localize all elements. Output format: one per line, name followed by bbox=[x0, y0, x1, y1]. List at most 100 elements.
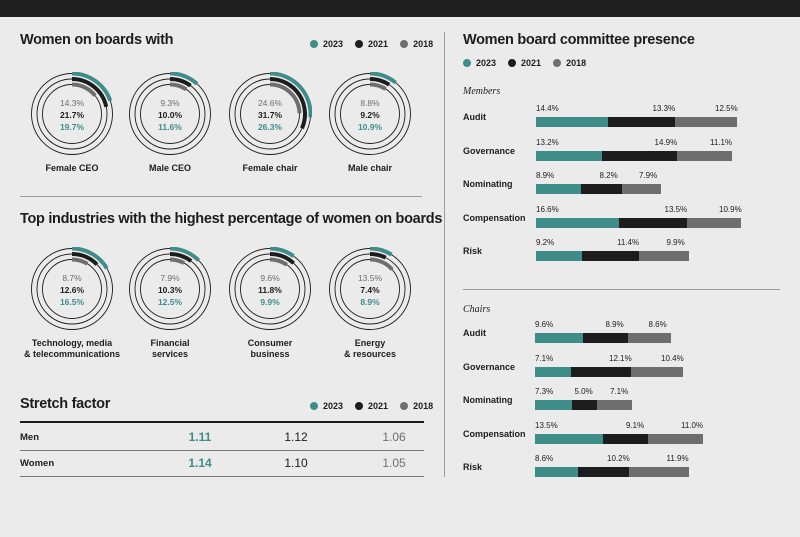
value-2021: 11.8% bbox=[258, 285, 282, 295]
chairs-value-2021: 10.2% bbox=[607, 454, 630, 463]
women-on-boards-label: Male chair bbox=[347, 163, 393, 173]
women-on-boards-donut: 8.8% 9.2% 10.9% bbox=[328, 72, 412, 156]
chairs-bar-2018 bbox=[631, 366, 683, 377]
chairs-bar-2021 bbox=[583, 333, 628, 343]
members-bar-2018 bbox=[676, 150, 732, 161]
members-bar-2023 bbox=[536, 117, 608, 127]
value-2018: 1.06 bbox=[382, 430, 406, 444]
value-2018: 8.8% bbox=[360, 98, 380, 108]
members-value-2018: 10.9% bbox=[719, 204, 742, 214]
members-row-label: Governance bbox=[463, 145, 516, 156]
chairs-value-2021: 12.1% bbox=[609, 353, 632, 363]
chairs-bar-2023 bbox=[535, 400, 572, 410]
value-2023: 16.5% bbox=[59, 297, 85, 307]
arc-2018 bbox=[71, 82, 97, 97]
chairs-value-2018: 7.1% bbox=[610, 387, 629, 396]
chairs-bar-2023 bbox=[535, 433, 603, 444]
committee-divider bbox=[463, 289, 780, 290]
industry-label: Energy & resources bbox=[343, 338, 397, 359]
legend-label-2018: 2018 bbox=[566, 58, 587, 68]
members-bar-2021 bbox=[608, 117, 675, 127]
chairs-value-2018: 10.4% bbox=[661, 353, 684, 363]
chairs-bar-2018 bbox=[648, 433, 703, 444]
stretch-factor-title: Stretch factor bbox=[20, 396, 111, 412]
industry-donut-rings bbox=[31, 247, 113, 330]
arc-2018 bbox=[369, 82, 387, 91]
value-2023: 9.9% bbox=[260, 297, 280, 307]
members-value-2023: 16.6% bbox=[536, 204, 559, 214]
arc-2023 bbox=[369, 247, 393, 257]
chairs-section-label: Chairs bbox=[463, 304, 491, 315]
members-bar-2018 bbox=[686, 217, 741, 228]
members-bar-2018 bbox=[674, 117, 737, 127]
members-value-2023: 14.4% bbox=[536, 104, 559, 113]
value-2023: 19.7% bbox=[59, 122, 85, 132]
industry-donut: 9.6% 11.8% 9.9% bbox=[228, 247, 312, 331]
value-2023: 10.9% bbox=[357, 122, 383, 132]
value-2018: 24.6% bbox=[257, 98, 283, 108]
arc-2023 bbox=[269, 72, 312, 118]
legend-dot-2023 bbox=[310, 402, 318, 410]
value-2018: 9.6% bbox=[260, 273, 280, 283]
women-on-boards-title: Women on boards with bbox=[20, 32, 174, 48]
legend-dot-2018 bbox=[400, 402, 409, 410]
members-bar-2023 bbox=[536, 217, 619, 228]
members-value-2021: 13.5% bbox=[664, 204, 688, 214]
arc-2018 bbox=[169, 82, 188, 92]
arc-2018 bbox=[269, 82, 302, 114]
column-divider bbox=[444, 32, 445, 477]
chairs-bar-2018 bbox=[629, 467, 689, 477]
members-value-2023: 13.2% bbox=[536, 137, 559, 147]
members-value-2023: 9.2% bbox=[536, 238, 555, 247]
women-on-boards-donut: 24.6% 31.7% 26.3% bbox=[228, 72, 312, 156]
value-2023: 1.11 bbox=[188, 430, 212, 444]
arc-2021 bbox=[369, 77, 391, 87]
industry-donut-rings bbox=[329, 247, 411, 330]
row-label: Men bbox=[20, 432, 39, 443]
members-row-label: Compensation bbox=[463, 212, 526, 223]
members-bar-2021 bbox=[602, 150, 677, 161]
value-2021: 31.7% bbox=[257, 110, 283, 120]
women-on-boards-donut-rings bbox=[129, 72, 211, 155]
arc-2021 bbox=[71, 77, 109, 108]
legend-label-2018: 2018 bbox=[413, 39, 434, 49]
chairs-row-label: Governance bbox=[463, 361, 516, 372]
value-2021: 21.7% bbox=[59, 110, 85, 120]
legend-dot-2023 bbox=[463, 59, 471, 67]
arc-2023 bbox=[71, 72, 113, 102]
row-label: Women bbox=[20, 458, 55, 469]
arc-2023 bbox=[369, 72, 397, 85]
members-bar-2021 bbox=[582, 251, 639, 261]
legend-label-2023: 2023 bbox=[323, 401, 344, 411]
members-value-2023: 8.9% bbox=[536, 171, 555, 180]
members-section-label: Members bbox=[463, 86, 501, 97]
industry-donut: 8.7% 12.6% 16.5% bbox=[30, 247, 114, 331]
chairs-value-2018: 11.0% bbox=[681, 420, 704, 430]
arc-2021 bbox=[369, 252, 387, 260]
legend-women-on-boards: 2023 2021 2018 bbox=[310, 39, 445, 49]
women-on-boards-donut: 9.3% 10.0% 11.6% bbox=[128, 72, 212, 156]
chairs-bar-2021 bbox=[578, 467, 629, 477]
chairs-bar-2021 bbox=[570, 366, 631, 377]
value-2021: 7.4% bbox=[360, 285, 380, 295]
value-2018: 9.3% bbox=[160, 98, 180, 108]
legend-label-2021: 2021 bbox=[368, 401, 389, 411]
chairs-value-2021: 5.0% bbox=[574, 387, 593, 396]
arc-2023 bbox=[71, 247, 109, 270]
industry-donut-rings bbox=[229, 247, 311, 330]
industry-label: Financial services bbox=[150, 338, 190, 359]
value-2023: 1.14 bbox=[188, 456, 212, 470]
value-2021: 12.6% bbox=[59, 285, 85, 295]
women-on-boards-label: Female chair bbox=[242, 163, 298, 173]
chairs-row-label: Audit bbox=[463, 328, 486, 338]
members-value-2018: 12.5% bbox=[715, 104, 738, 113]
value-2021: 1.12 bbox=[284, 430, 308, 444]
value-2023: 26.3% bbox=[257, 122, 283, 132]
arc-2021 bbox=[71, 252, 99, 266]
members-row-label: Nominating bbox=[463, 179, 513, 189]
chairs-value-2023: 8.6% bbox=[535, 454, 554, 463]
value-2018: 14.3% bbox=[59, 98, 85, 108]
arc-2023 bbox=[169, 72, 199, 86]
legend-dot-2021 bbox=[355, 402, 364, 410]
arc-2021 bbox=[169, 252, 193, 263]
